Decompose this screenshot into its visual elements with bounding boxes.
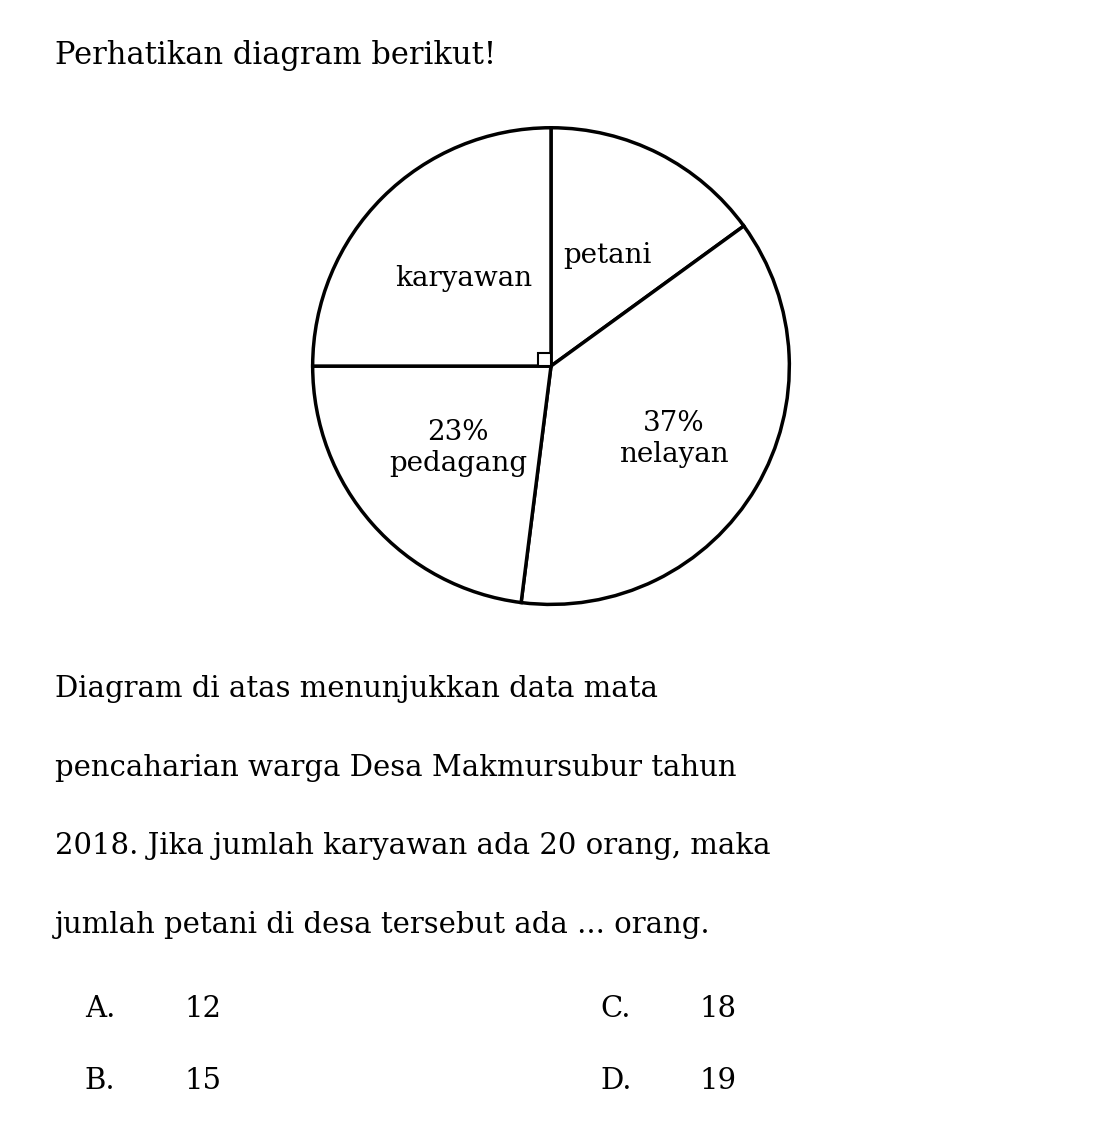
Wedge shape <box>521 227 789 604</box>
Text: 15: 15 <box>184 1066 222 1095</box>
Text: 23%
pedagang: 23% pedagang <box>389 419 527 477</box>
Bar <box>538 353 551 366</box>
Text: karyawan: karyawan <box>395 265 532 292</box>
Wedge shape <box>313 128 551 366</box>
Text: 19: 19 <box>700 1066 737 1095</box>
Text: A.: A. <box>85 995 116 1023</box>
Text: D.: D. <box>601 1066 633 1095</box>
Text: jumlah petani di desa tersebut ada ... orang.: jumlah petani di desa tersebut ada ... o… <box>55 912 711 939</box>
Wedge shape <box>313 366 551 603</box>
Text: C.: C. <box>601 995 631 1023</box>
Text: 37%
nelayan: 37% nelayan <box>619 410 728 468</box>
Text: Perhatikan diagram berikut!: Perhatikan diagram berikut! <box>55 40 496 71</box>
Text: 12: 12 <box>184 995 222 1023</box>
Text: 2018. Jika jumlah karyawan ada 20 orang, maka: 2018. Jika jumlah karyawan ada 20 orang,… <box>55 833 770 860</box>
Text: Diagram di atas menunjukkan data mata: Diagram di atas menunjukkan data mata <box>55 675 658 702</box>
Text: 18: 18 <box>700 995 737 1023</box>
Text: B.: B. <box>85 1066 116 1095</box>
Wedge shape <box>551 128 744 366</box>
Text: petani: petani <box>563 243 651 269</box>
Text: pencaharian warga Desa Makmursubur tahun: pencaharian warga Desa Makmursubur tahun <box>55 754 736 781</box>
